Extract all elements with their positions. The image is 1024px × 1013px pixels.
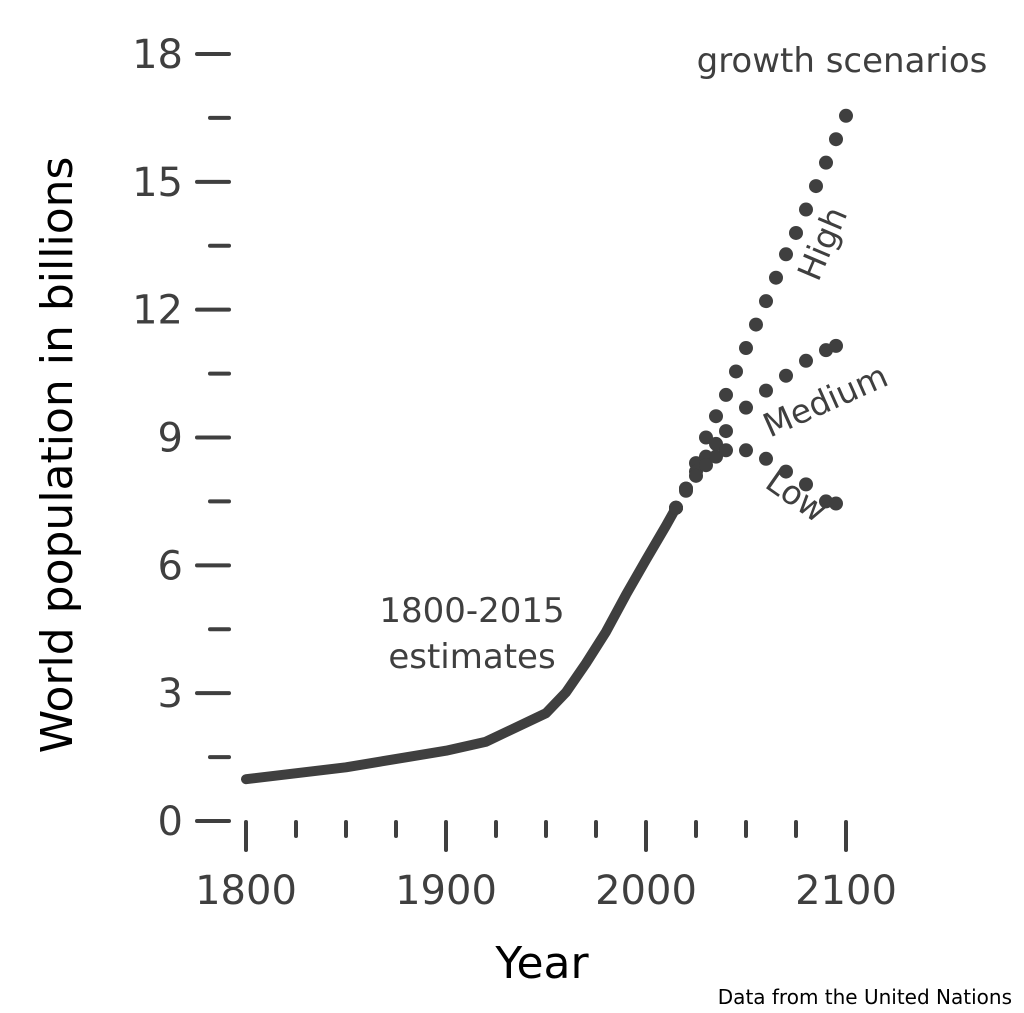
y-tick-label: 6 xyxy=(158,543,183,589)
data-point-low xyxy=(669,500,683,515)
y-tick-label: 0 xyxy=(158,799,183,845)
data-point-high xyxy=(809,179,823,194)
data-point-high xyxy=(839,108,853,123)
data-point-high xyxy=(699,430,713,445)
scenarios-annotation: growth scenarios xyxy=(697,41,988,81)
series-line-estimates xyxy=(241,502,681,785)
x-tick-label: 2100 xyxy=(795,868,897,914)
data-point-low xyxy=(759,451,773,466)
data-point-medium xyxy=(719,424,733,439)
data-point-high xyxy=(739,341,753,356)
estimates-annotation-line2: estimates xyxy=(388,637,555,677)
data-point-low xyxy=(799,477,813,492)
y-tick-label: 3 xyxy=(158,671,183,717)
data-point-high xyxy=(779,247,793,262)
y-tick-label: 9 xyxy=(158,416,183,462)
high-series-label: High xyxy=(790,201,856,286)
data-point-high xyxy=(759,294,773,309)
estimates-annotation-line1: 1800-2015 xyxy=(379,591,564,631)
low-series-label: Low xyxy=(759,461,835,530)
x-axis-ticks: 1800 1900 2000 2100 xyxy=(195,820,897,914)
data-point-medium xyxy=(759,383,773,398)
data-point-low xyxy=(739,443,753,458)
data-point-high xyxy=(719,387,733,402)
medium-series-label: Medium xyxy=(757,356,893,445)
data-point-low xyxy=(829,496,843,511)
y-axis-title: World population in billions xyxy=(32,157,83,754)
data-point-low xyxy=(679,483,693,498)
data-point-medium xyxy=(779,368,793,383)
data-point-high xyxy=(729,364,743,379)
data-point-low xyxy=(779,464,793,479)
y-axis-ticks: 0 3 6 9 12 15 18 xyxy=(132,32,231,845)
data-point-low xyxy=(709,449,723,464)
data-point-high xyxy=(749,317,763,332)
data-point-medium xyxy=(829,338,843,353)
data-point-high xyxy=(799,202,813,217)
data-point-low xyxy=(699,458,713,473)
x-tick-label: 2000 xyxy=(595,868,697,914)
x-tick-label: 1900 xyxy=(395,868,497,914)
y-tick-label: 15 xyxy=(132,160,183,206)
x-axis-title: Year xyxy=(494,938,589,989)
data-point-high xyxy=(789,225,803,240)
data-point-medium xyxy=(709,436,723,451)
data-point-medium xyxy=(799,353,813,368)
source-note: Data from the United Nations xyxy=(718,985,1012,1009)
data-point-high xyxy=(709,409,723,424)
data-point-medium xyxy=(739,400,753,415)
data-point-low xyxy=(689,468,703,483)
y-tick-label: 12 xyxy=(132,288,183,334)
data-point-high xyxy=(829,132,843,147)
data-point-low xyxy=(719,443,733,458)
data-point-high xyxy=(769,270,783,285)
x-tick-label: 1800 xyxy=(195,868,297,914)
series-layer xyxy=(241,108,853,785)
y-tick-label: 18 xyxy=(132,32,183,78)
data-point-high xyxy=(819,155,833,170)
